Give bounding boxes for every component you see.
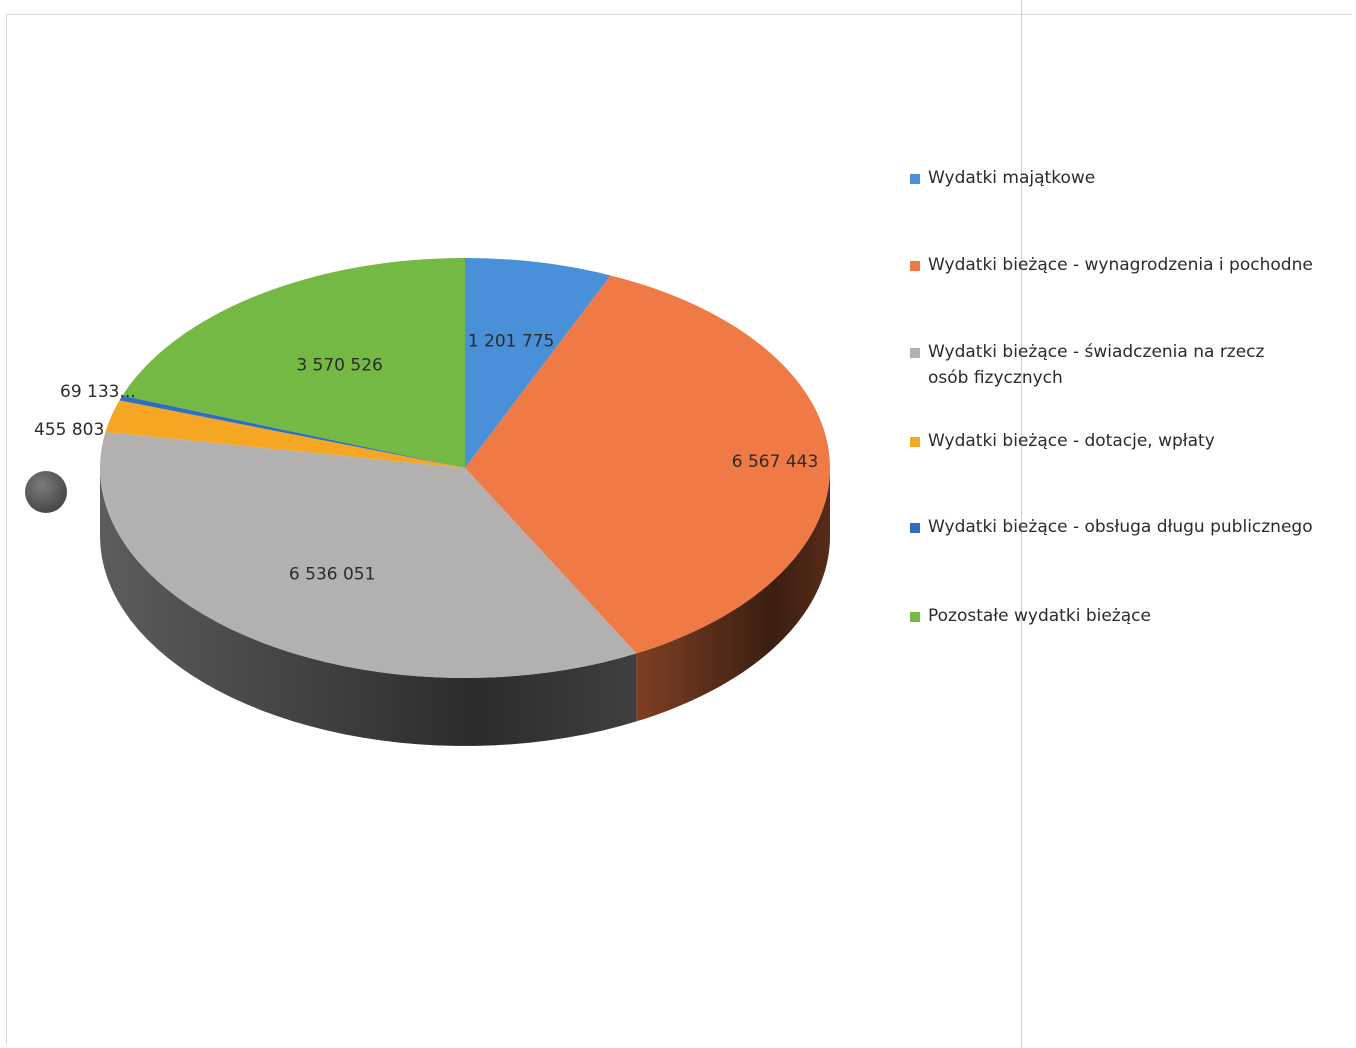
legend-item-pozostale: Pozostałe wydatki bieżące [910, 603, 1328, 629]
pie-slice-wynagrodzenia [465, 275, 830, 654]
legend-item-swiadczenia: Wydatki bieżące - świadczenia na rzecz o… [910, 339, 1308, 391]
legend-label: Wydatki bieżące - dotacje, wpłaty [928, 431, 1215, 451]
pie-slice-dotacje [105, 400, 465, 468]
scan-line [1021, 0, 1022, 1048]
legend-label: Wydatki majątkowe [928, 168, 1096, 188]
legend-swatch [910, 437, 920, 447]
data-label-obsluga-dlugu: 69 133... [60, 382, 136, 402]
pie-side-shade-wynagrodzenia [636, 468, 830, 722]
legend-label: Wydatki bieżące - wynagrodzenia i pochod… [928, 255, 1313, 275]
pie-side-shade-swiadczenia [100, 468, 637, 746]
data-label-wynagrodzenia: 6 567 443 [732, 452, 819, 472]
data-label-dotacje: 455 803 [34, 420, 104, 440]
pie-top [100, 258, 830, 678]
legend-label: Pozostałe wydatki bieżące [928, 606, 1151, 626]
chart-frame [6, 14, 1352, 1044]
legend-label: Wydatki bieżące - obsługa długu publiczn… [928, 517, 1313, 537]
pie-labels: 1 201 775 6 567 443 6 536 051 455 803 69 133… [34, 332, 818, 585]
data-label-pozostale: 3 570 526 [296, 356, 383, 376]
data-label-majatkowe: 1 201 775 [468, 332, 555, 352]
legend-item-wydatki-majatkowe: Wydatki majątkowe [910, 165, 1328, 191]
pie-slice-majatkowe [465, 258, 611, 468]
legend-swatch [910, 174, 920, 184]
pie-slice-obsluga-dlugu [119, 395, 466, 468]
data-label-swiadczenia: 6 536 051 [289, 564, 376, 584]
pie-slice-swiadczenia [100, 431, 637, 678]
legend-swatch [910, 348, 920, 358]
legend-item-dotacje: Wydatki bieżące - dotacje, wpłaty [910, 428, 1328, 454]
legend-item-obsluga-dlugu: Wydatki bieżące - obsługa długu publiczn… [910, 514, 1328, 540]
legend-label: Wydatki bieżące - świadczenia na rzecz o… [928, 342, 1265, 388]
legend-swatch [910, 612, 920, 622]
legend-swatch [910, 261, 920, 271]
pie-slice-pozostale [122, 258, 465, 468]
decorative-dot [25, 471, 67, 513]
legend-item-wynagrodzenia: Wydatki bieżące - wynagrodzenia i pochod… [910, 252, 1328, 278]
pie-side [100, 468, 830, 746]
legend-swatch [910, 523, 920, 533]
